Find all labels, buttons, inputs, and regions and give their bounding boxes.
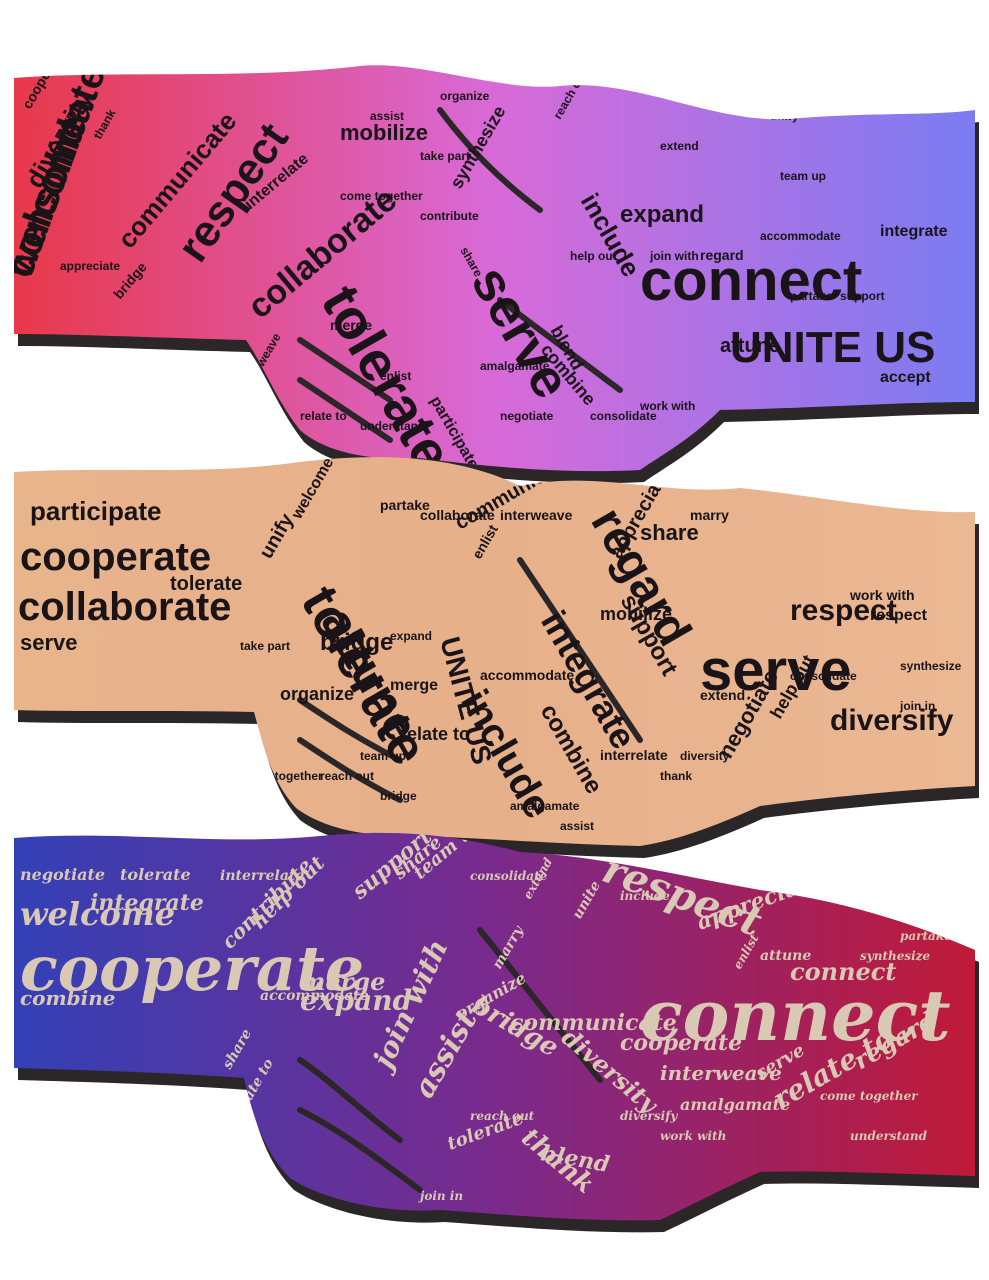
cloud-word: tolerate	[120, 865, 191, 884]
cloud-word: bridge	[320, 629, 393, 656]
cloud-word: work with	[849, 587, 915, 603]
cloud-word: welcome	[20, 895, 175, 933]
cloud-word: expand	[620, 201, 704, 228]
cloud-word: marry	[690, 507, 729, 523]
cloud-word: interweave	[660, 1061, 782, 1085]
cloud-word: interweave	[500, 507, 573, 523]
cloud-word: organize	[280, 684, 354, 704]
cloud-word: synthesize	[900, 659, 962, 673]
cloud-word: team up	[780, 169, 826, 183]
cloud-word: serve	[700, 638, 852, 703]
cloud-word: diversify	[620, 1109, 678, 1123]
cloud-word: understand	[360, 419, 425, 433]
cloud-word: partake	[380, 497, 430, 513]
cloud-word: participate	[30, 496, 162, 526]
cloud-word: accept	[880, 369, 931, 386]
cloud-word: combine	[20, 986, 116, 1010]
cloud-word: relate to	[400, 724, 470, 744]
cloud-word: synthesize	[860, 949, 930, 963]
cloud-word: come together	[240, 769, 323, 783]
cloud-word: reach out	[320, 769, 374, 783]
cloud-word: consolidate	[590, 409, 657, 423]
cloud-word: collaborate	[18, 585, 231, 629]
finger-strokes	[297, 107, 643, 1193]
cloud-word: expand	[390, 629, 432, 643]
cloud-word: diversify	[830, 704, 954, 737]
cloud-word: appreciate	[60, 259, 120, 273]
cloud-word: team up	[360, 749, 406, 763]
cloud-word: share	[640, 520, 699, 545]
cloud-word: join with	[649, 249, 699, 263]
cloud-word: take part	[240, 639, 290, 653]
cloud-word: cooperate	[620, 1030, 742, 1056]
cloud-word: support	[840, 289, 885, 303]
cloud-word: cooperate	[20, 932, 364, 1005]
cloud-word: amalgamate	[510, 799, 580, 813]
cloud-word: negotiate	[500, 409, 554, 423]
cloud-word: regard	[700, 247, 744, 263]
cloud-word: partake	[790, 289, 833, 303]
cloud-word: respect	[870, 607, 928, 624]
cloud-word: expand	[300, 984, 412, 1017]
cloud-word: attune	[720, 335, 780, 357]
cloud-word: integrate	[90, 890, 204, 916]
cloud-word: negotiate	[20, 865, 105, 884]
cloud-word: merge	[330, 317, 372, 333]
cloud-word: unify	[770, 109, 799, 123]
cloud-word: connect	[640, 248, 862, 313]
cloud-word: attune	[760, 948, 811, 964]
cloud-word: help out	[570, 249, 617, 263]
cloud-word: cooperate	[20, 535, 211, 579]
cloud-word: thank	[660, 769, 692, 783]
cloud-word: mobilize	[600, 604, 672, 624]
cloud-word: understand	[850, 1129, 928, 1143]
cloud-word: merge	[300, 967, 385, 996]
cloud-word: extend	[700, 687, 745, 703]
cloud-word: accommodate	[480, 667, 574, 683]
cloud-word: work with	[639, 399, 695, 413]
cloud-word: respect	[790, 594, 897, 627]
cloud-word: work with	[660, 1129, 726, 1143]
cloud-word: assist	[560, 819, 594, 833]
cloud-word: UNITE US	[730, 323, 935, 372]
cloud-word: take part	[420, 149, 470, 163]
cloud-word: accommodate	[260, 988, 369, 1004]
cloud-word: bridge	[380, 789, 417, 803]
cloud-word: connect	[790, 957, 897, 986]
cloud-word: tolerate	[170, 573, 242, 595]
cloud-word: reach out	[470, 1109, 535, 1123]
cloud-word: partake	[900, 929, 952, 943]
cloud-word: serve	[20, 630, 78, 655]
cloud-word: accommodate	[760, 229, 841, 243]
cloud-word: assist	[370, 109, 404, 123]
cloud-word: come together	[340, 189, 423, 203]
cloud-word: extend	[660, 139, 699, 153]
cloud-word: interrelate	[220, 868, 304, 884]
cloud-word: consolidate	[790, 669, 857, 683]
cloud-word: include	[620, 889, 670, 903]
cloud-word: come together	[820, 1089, 919, 1103]
cloud-word: connect	[640, 974, 951, 1057]
cloud-word: diversity	[680, 749, 730, 763]
cloud-word: collaborate	[420, 507, 495, 523]
cloud-word: consolidate	[470, 869, 548, 883]
cloud-word: amalgamate	[680, 1095, 790, 1114]
cloud-word: interrelate	[600, 747, 668, 763]
cloud-word: communicate	[510, 1010, 677, 1036]
cloud-word: join in	[899, 699, 935, 713]
cloud-word: merge	[390, 677, 438, 694]
cloud-word: relate to	[300, 409, 347, 423]
cloud-word: amalgamate	[480, 359, 550, 373]
cloud-word: mobilize	[340, 120, 428, 145]
cloud-word: join in	[418, 1189, 463, 1203]
cloud-word: enlist	[380, 369, 411, 383]
cloud-word: organize	[440, 89, 490, 103]
cloud-word: contribute	[420, 209, 479, 223]
cloud-word: integrate	[880, 223, 948, 240]
